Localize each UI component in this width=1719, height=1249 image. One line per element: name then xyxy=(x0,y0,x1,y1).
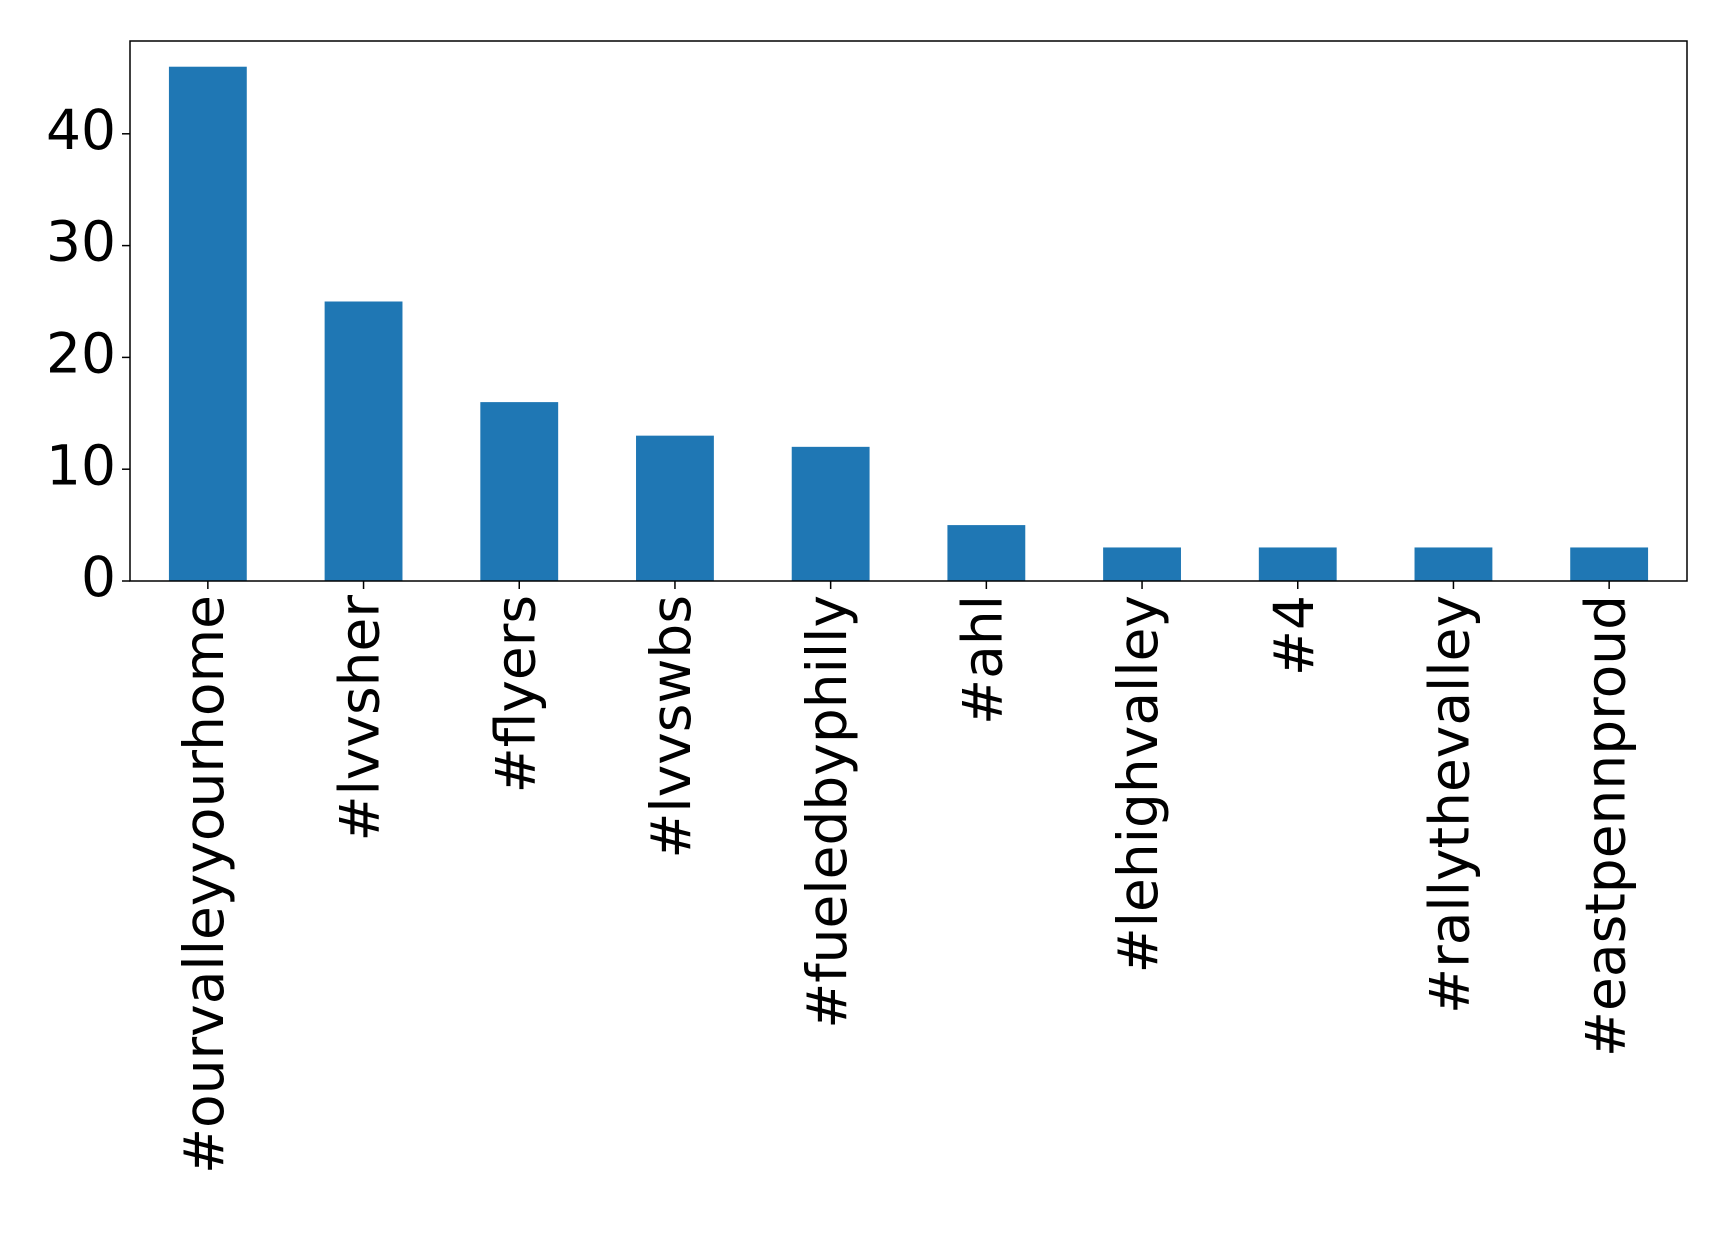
bar xyxy=(168,66,247,581)
x-tick-label: #rallythevalley xyxy=(1418,595,1482,1014)
y-tick-label: 10 xyxy=(46,433,116,497)
bar xyxy=(1414,547,1493,581)
x-tick-label: #eastpennproud xyxy=(1573,595,1637,1057)
x-tick-label: #ahl xyxy=(950,595,1014,725)
bar xyxy=(1103,547,1181,581)
x-tick-label: #lehighvalley xyxy=(1106,595,1170,973)
axes-frame xyxy=(129,40,1688,582)
bar xyxy=(1570,547,1649,581)
y-tick-label: 20 xyxy=(46,322,116,386)
bar xyxy=(791,446,870,581)
bar xyxy=(636,435,714,581)
x-tick-label: #flyers xyxy=(483,595,547,793)
bar xyxy=(324,301,403,581)
bar xyxy=(947,525,1026,581)
bar xyxy=(1258,547,1337,581)
x-tick-label: #ourvalleyyourhome xyxy=(172,595,236,1174)
x-tick-label: #4 xyxy=(1262,595,1326,676)
y-tick-label: 40 xyxy=(46,98,116,162)
bar xyxy=(480,402,559,581)
x-tick-label: #fueledbyphilly xyxy=(795,595,859,1029)
x-tick-label: #lvvsher xyxy=(328,595,392,842)
y-tick-label: 0 xyxy=(81,545,116,609)
y-tick-label: 30 xyxy=(46,210,116,274)
x-tick-label: #lvvswbs xyxy=(639,595,703,859)
